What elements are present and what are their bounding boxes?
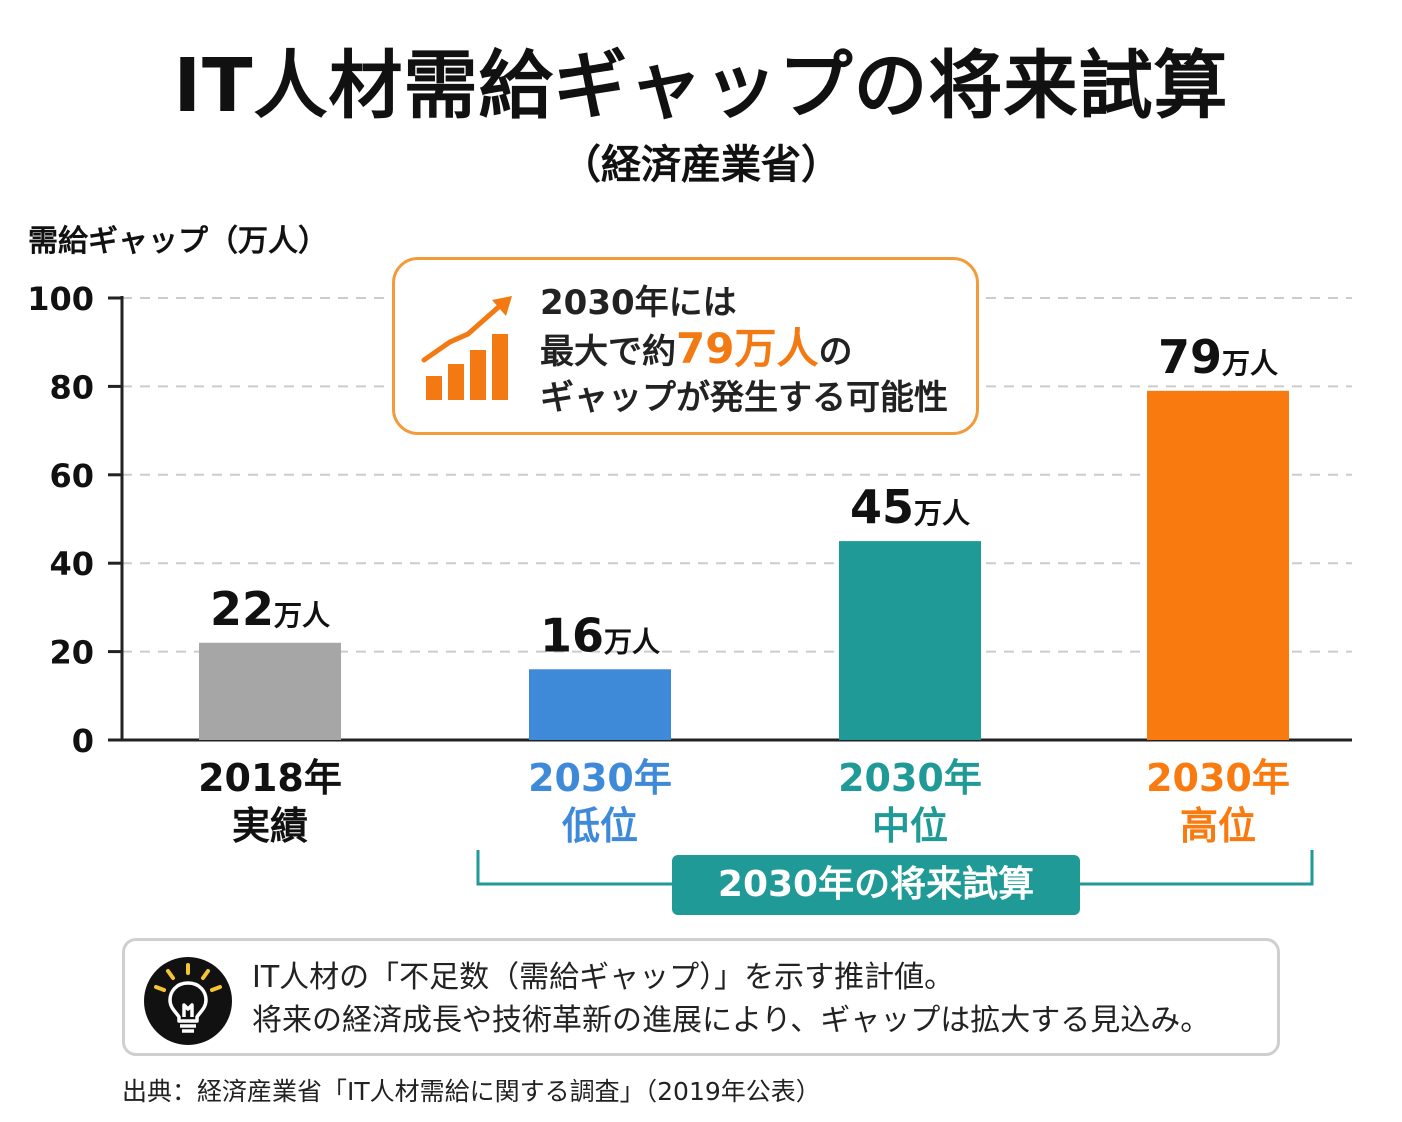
data-label: 79万人 — [1158, 330, 1278, 384]
bar — [839, 541, 981, 740]
y-tick-label: 0 — [72, 722, 94, 760]
category-label-2018: 2018年 実績 — [160, 754, 380, 850]
category-sub: 実績 — [231, 804, 308, 848]
bar-chart: 0 20 40 60 80 100 22万人 16万人 45万人 79万人 — [27, 280, 1352, 760]
y-tick-label: 80 — [49, 368, 94, 406]
source-citation: 出典：経済産業省「IT人材需給に関する調査」（2019年公表） — [122, 1077, 821, 1106]
bar — [1147, 390, 1289, 740]
callout-bubble — [392, 257, 979, 435]
callout-highlight: 79万人 — [676, 324, 819, 373]
callout-line-2: 最大で約79万人の — [540, 326, 948, 375]
category-year: 2018年 — [198, 756, 342, 800]
callout-text: 2030年には 最大で約79万人の ギャップが発生する可能性 — [540, 280, 948, 421]
bar — [529, 669, 671, 740]
y-tick-label: 40 — [49, 545, 94, 583]
data-label: 45万人 — [850, 480, 970, 534]
callout-line-3: ギャップが発生する可能性 — [540, 378, 948, 418]
lightbulb-icon — [144, 957, 232, 1045]
data-label: 22万人 — [210, 582, 330, 636]
callout-line-1: 2030年には — [540, 283, 737, 323]
bar — [199, 642, 341, 740]
category-sub: 高位 — [1179, 804, 1256, 848]
page-subtitle: （経済産業省） — [561, 142, 841, 188]
note-text: IT人材の「不足数（需給ギャップ）」を示す推計値。 将来の経済成長や技術革新の進… — [252, 956, 1210, 1042]
category-label-2030-low: 2030年 低位 — [490, 754, 710, 850]
callout-line-2-prefix: 最大で約 — [540, 332, 676, 372]
y-tick-label: 20 — [49, 634, 94, 672]
future-estimate-badge: 2030年の将来試算 — [672, 855, 1080, 915]
note-line-2: 将来の経済成長や技術革新の進展により、ギャップは拡大する見込み。 — [252, 1003, 1211, 1038]
y-tick-label: 100 — [27, 280, 94, 318]
category-label-2030-mid: 2030年 中位 — [800, 754, 1020, 850]
y-tick-label: 60 — [49, 457, 94, 495]
category-year: 2030年 — [1146, 756, 1290, 800]
note-box — [122, 938, 1280, 1056]
category-sub: 中位 — [871, 804, 948, 848]
page-title: IT人材需給ギャップの将来試算 — [173, 43, 1229, 129]
category-year: 2030年 — [838, 756, 982, 800]
y-axis-label: 需給ギャップ（万人） — [28, 224, 328, 259]
growth-chart-icon — [421, 296, 512, 400]
category-label-2030-high: 2030年 高位 — [1108, 754, 1328, 850]
note-line-1: IT人材の「不足数（需給ギャップ）」を示す推計値。 — [252, 960, 955, 995]
data-label: 16万人 — [540, 608, 660, 662]
callout-line-2-suffix: の — [818, 332, 853, 372]
category-sub: 低位 — [561, 804, 638, 848]
category-year: 2030年 — [528, 756, 672, 800]
